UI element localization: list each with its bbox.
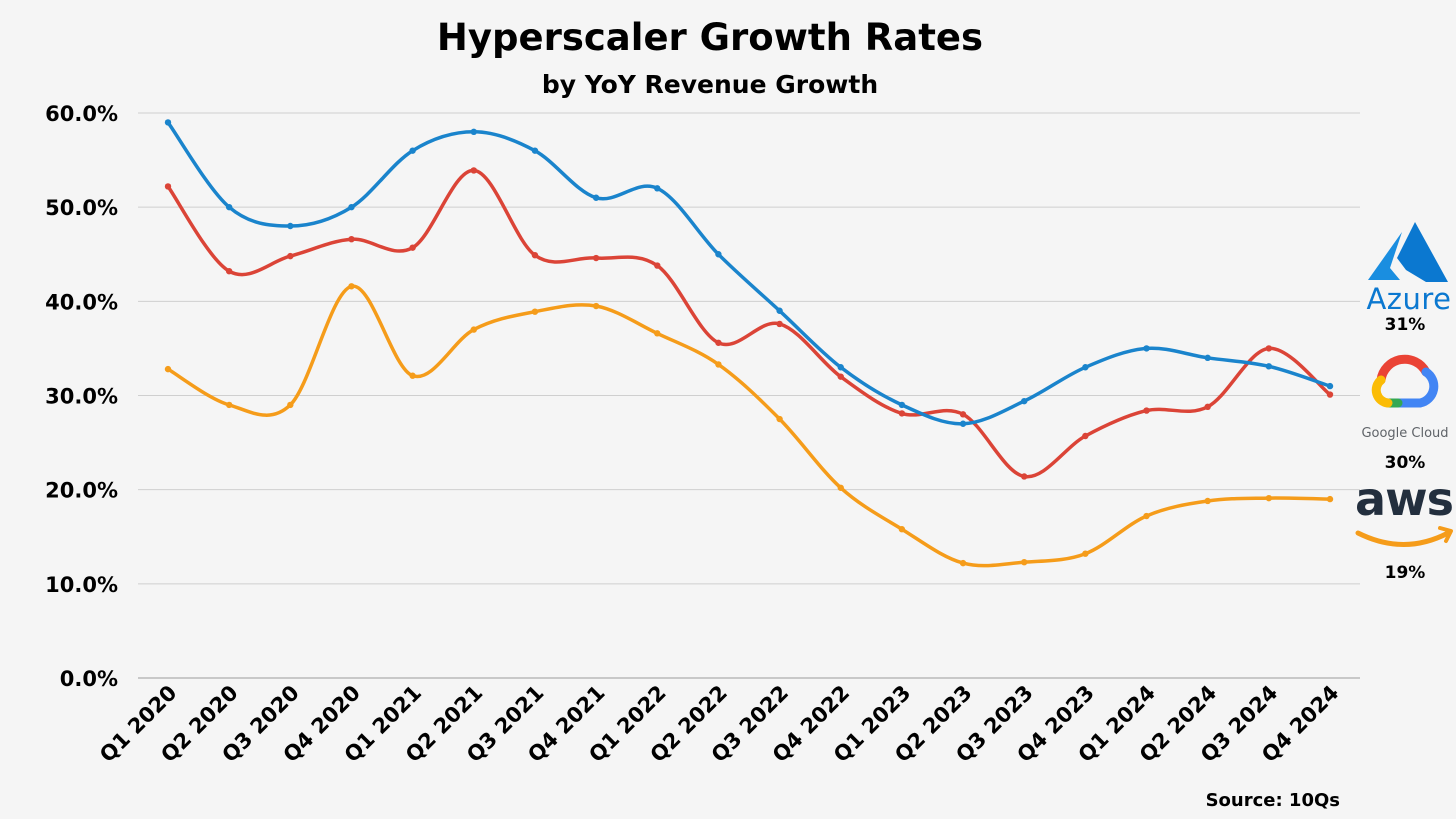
azure-data-point [164,119,172,126]
azure-data-point [470,128,477,136]
chart-title: Hyperscaler Growth Rates [437,16,983,59]
azure-logo-wordmark: Azure [1366,282,1451,316]
aws-data-point [715,361,722,368]
y-tick-label: 20.0% [45,479,118,503]
azure-data-point [654,185,661,192]
azure-logo-icon: Azure [1366,222,1451,316]
aws-data-point [1082,550,1089,557]
aws-data-point [287,401,294,409]
google-cloud-data-point [1143,407,1150,414]
azure-data-point [348,203,355,211]
aws-data-point [1265,494,1273,502]
aws-data-point [164,365,172,373]
aws-data-point [1326,495,1334,503]
y-tick-label: 60.0% [45,102,118,126]
azure-series-line [166,120,1332,426]
google-cloud-data-point [898,410,906,417]
chart-subtitle: by YoY Revenue Growth [542,70,878,99]
azure-data-point [837,364,844,371]
google-cloud-end-label: 30% [1385,453,1426,473]
aws-data-point [1204,497,1211,505]
google-cloud-data-point [654,262,661,269]
y-tick-label: 0.0% [60,667,118,691]
aws-logo-wordmark: aws [1355,472,1453,526]
source-note: Source: 10Qs [1206,790,1340,811]
azure-data-point [225,203,233,211]
y-tick-label: 30.0% [45,385,118,409]
google-cloud-data-point [287,252,294,260]
aws-data-point [470,326,477,333]
azure-data-point [1021,397,1028,405]
google-cloud-data-point [715,339,722,346]
google-cloud-data-point [1082,432,1089,440]
aws-end-label: 19% [1385,563,1426,583]
google-cloud-data-point [776,320,783,328]
google-cloud-data-point [409,244,416,251]
y-tick-label: 50.0% [45,196,118,220]
aws-data-point [348,283,355,290]
google-cloud-data-point [1265,345,1273,352]
aws-data-point [654,330,661,337]
google-cloud-data-point [1021,473,1028,480]
azure-data-point [287,222,294,230]
azure-data-point [1204,354,1211,362]
google-cloud-data-point [164,183,172,190]
aws-data-point [898,526,906,533]
aws-data-point [592,302,600,310]
azure-data-point [776,307,783,314]
azure-data-point [409,147,416,154]
aws-data-point [225,401,233,409]
google-cloud-data-point [592,254,600,262]
google-cloud-data-point [1326,391,1334,398]
aws-logo-icon: aws [1355,472,1454,547]
google-cloud-logo-wordmark: Google Cloud [1361,426,1448,441]
google-cloud-data-point [531,251,539,259]
aws-series-line [166,284,1332,568]
google-cloud-data-point [470,167,477,174]
azure-data-point [592,194,600,201]
aws-data-point [1021,558,1028,566]
google-cloud-logo-icon: Google Cloud [1361,354,1449,441]
azure-data-point [1265,363,1273,370]
azure-data-point [898,401,906,409]
y-axis-ticks: 0.0% 10.0% 20.0% 30.0% 40.0% 50.0% 60.0% [45,102,118,691]
aws-data-point [959,559,967,567]
azure-data-point [959,420,967,427]
gridlines [138,112,1360,679]
y-tick-label: 10.0% [45,573,118,597]
series-lines [164,119,1334,568]
aws-data-point [837,484,844,491]
azure-data-point [715,251,722,258]
google-cloud-data-point [837,373,844,380]
google-cloud-data-point [348,235,355,243]
y-tick-label: 40.0% [45,290,118,314]
azure-data-point [1326,382,1334,390]
azure-data-point [531,147,539,154]
google-cloud-data-point [1204,403,1211,410]
google-cloud-data-point [959,411,967,418]
aws-data-point [409,372,416,379]
azure-end-label: 31% [1385,315,1426,335]
azure-data-point [1082,364,1089,371]
azure-data-point [1143,345,1150,352]
aws-data-point [531,308,539,315]
google-cloud-data-point [225,268,233,275]
aws-data-point [776,415,783,423]
aws-data-point [1143,512,1150,520]
google-cloud-series-line [166,168,1332,479]
